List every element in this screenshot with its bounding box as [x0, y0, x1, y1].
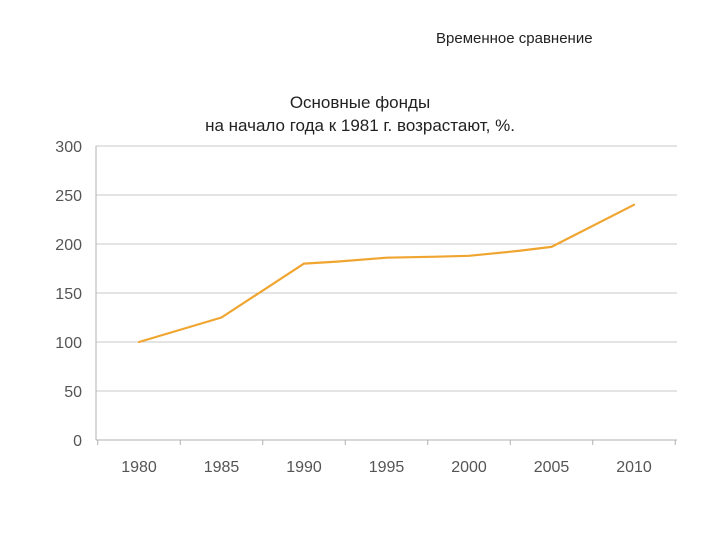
y-tick-label: 50	[64, 384, 82, 401]
y-tick-label: 200	[55, 237, 82, 254]
y-tick-label: 150	[55, 286, 82, 303]
tick-labels: 0 50 100 150 200 250 300 1980 1985 1990 1995 2000 20…	[55, 139, 652, 476]
gridlines	[96, 145, 677, 392]
series-line	[137, 203, 636, 344]
chart-title-block: Основные фонды на начало года к 1981 г. …	[150, 91, 570, 137]
y-tick-label: 0	[73, 433, 82, 450]
y-tick-label: 300	[55, 139, 82, 156]
x-tick-label: 2005	[534, 459, 570, 476]
chart-subtitle: на начало года к 1981 г. возрастают, %.	[205, 116, 515, 135]
x-tick-label: 1980	[121, 459, 157, 476]
header-caption: Временное сравнение	[436, 30, 593, 47]
chart-title: Основные фонды	[289, 93, 431, 112]
x-tick-label: 2000	[451, 459, 487, 476]
x-tick-label: 1990	[286, 459, 322, 476]
y-tick-label: 100	[55, 335, 82, 352]
axes	[95, 146, 677, 445]
x-tick-label: 1995	[369, 459, 405, 476]
series-lines	[137, 203, 636, 344]
y-tick-label: 250	[55, 188, 82, 205]
x-tick-label: 2010	[616, 459, 652, 476]
x-tick-label: 1985	[204, 459, 240, 476]
